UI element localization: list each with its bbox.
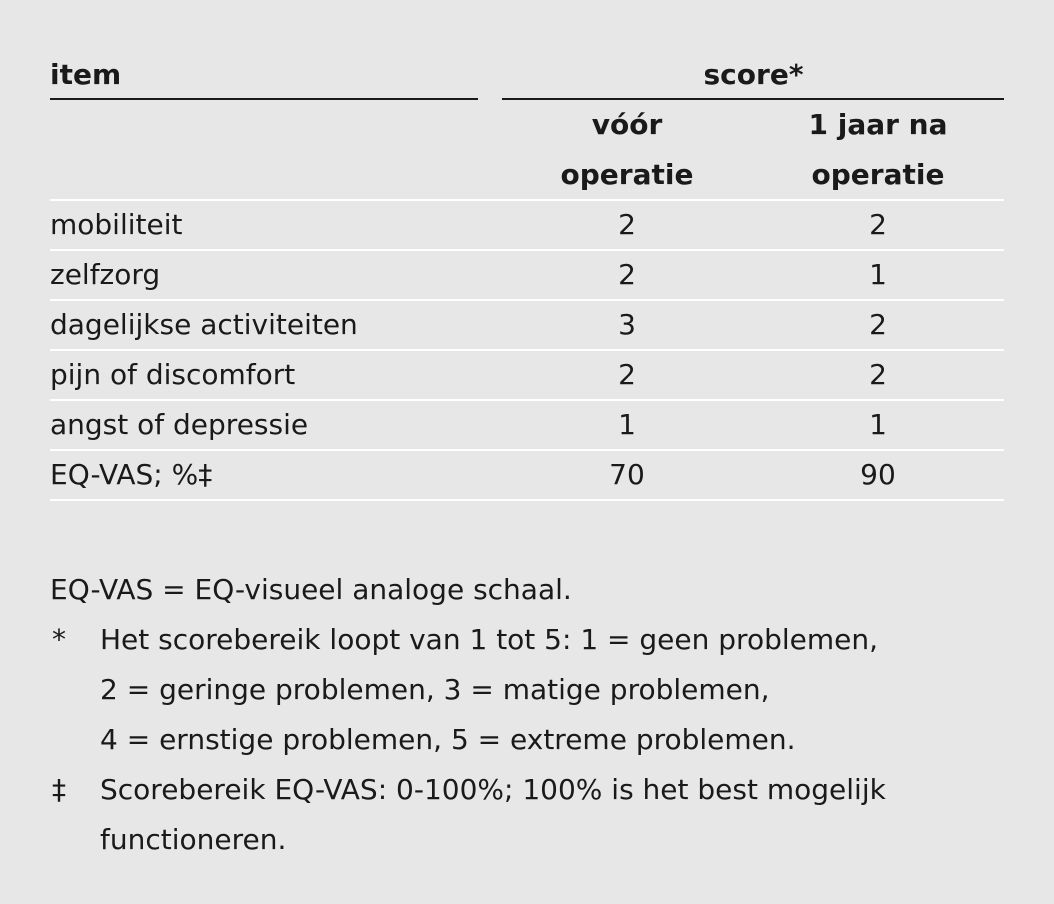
row-divider bbox=[50, 349, 1004, 351]
header-after-line: operatie bbox=[811, 158, 945, 191]
row-before: 2 bbox=[618, 258, 636, 291]
results-table: item score* vóór operatie 1 jaar na oper… bbox=[50, 50, 1004, 501]
header-before-line: vóór bbox=[591, 108, 663, 141]
abbreviation-note: EQ-VAS = EQ-visueel analoge schaal. bbox=[50, 573, 572, 606]
header-before-surgery: vóór operatie bbox=[527, 100, 727, 200]
row-after: 2 bbox=[869, 358, 887, 391]
table-row: dagelijkse activiteiten 3 2 bbox=[50, 300, 1004, 351]
row-divider bbox=[50, 449, 1004, 451]
table-notes: EQ-VAS = EQ-visueel analoge schaal. * He… bbox=[50, 565, 1010, 865]
row-item: EQ-VAS; %‡ bbox=[50, 458, 213, 491]
row-before: 2 bbox=[618, 358, 636, 391]
row-divider bbox=[50, 399, 1004, 401]
row-before: 1 bbox=[618, 408, 636, 441]
row-after: 2 bbox=[869, 308, 887, 341]
row-divider bbox=[50, 499, 1004, 501]
row-before: 70 bbox=[609, 458, 645, 491]
row-item: angst of depressie bbox=[50, 408, 309, 441]
row-item: dagelijkse activiteiten bbox=[50, 308, 358, 341]
header-after-line: 1 jaar na bbox=[808, 108, 948, 141]
row-before: 2 bbox=[618, 208, 636, 241]
table-row: angst of depressie 1 1 bbox=[50, 400, 1004, 451]
header-item: item bbox=[50, 58, 122, 91]
table-row: zelfzorg 2 1 bbox=[50, 250, 1004, 301]
footnote-line: 2 = geringe problemen, 3 = matige proble… bbox=[100, 673, 770, 706]
row-before: 3 bbox=[618, 308, 636, 341]
table-subheader: vóór operatie 1 jaar na operatie bbox=[50, 100, 1004, 201]
table-header: item score* bbox=[50, 50, 1004, 100]
footnote-line: Het scorebereik loopt van 1 tot 5: 1 = g… bbox=[100, 623, 879, 656]
footnote-asterisk: * Het scorebereik loopt van 1 tot 5: 1 =… bbox=[50, 615, 1010, 765]
row-after: 1 bbox=[869, 258, 887, 291]
header-score: score* bbox=[703, 58, 804, 91]
row-after: 2 bbox=[869, 208, 887, 241]
footnote-mark: * bbox=[52, 623, 66, 656]
row-divider bbox=[50, 249, 1004, 251]
footnote-double-dagger: ‡ Scorebereik EQ-VAS: 0-100%; 100% is he… bbox=[50, 765, 1010, 865]
footnote-line: functioneren. bbox=[100, 823, 287, 856]
header-rule-score bbox=[502, 98, 1004, 100]
row-item: pijn of discomfort bbox=[50, 358, 296, 391]
footnote-mark: ‡ bbox=[52, 773, 66, 806]
row-after: 90 bbox=[860, 458, 896, 491]
table-row: pijn of discomfort 2 2 bbox=[50, 350, 1004, 401]
header-after-surgery: 1 jaar na operatie bbox=[778, 100, 978, 200]
row-item: zelfzorg bbox=[50, 258, 161, 291]
row-divider bbox=[50, 299, 1004, 301]
footnote-line: Scorebereik EQ-VAS: 0-100%; 100% is het … bbox=[100, 773, 886, 806]
table-row: EQ-VAS; %‡ 70 90 bbox=[50, 450, 1004, 501]
footnote-line: 4 = ernstige problemen, 5 = extreme prob… bbox=[100, 723, 796, 756]
row-divider bbox=[50, 199, 1004, 201]
table-row: mobiliteit 2 2 bbox=[50, 200, 1004, 251]
header-rule-item bbox=[50, 98, 478, 100]
header-before-line: operatie bbox=[560, 158, 694, 191]
row-after: 1 bbox=[869, 408, 887, 441]
row-item: mobiliteit bbox=[50, 208, 183, 241]
